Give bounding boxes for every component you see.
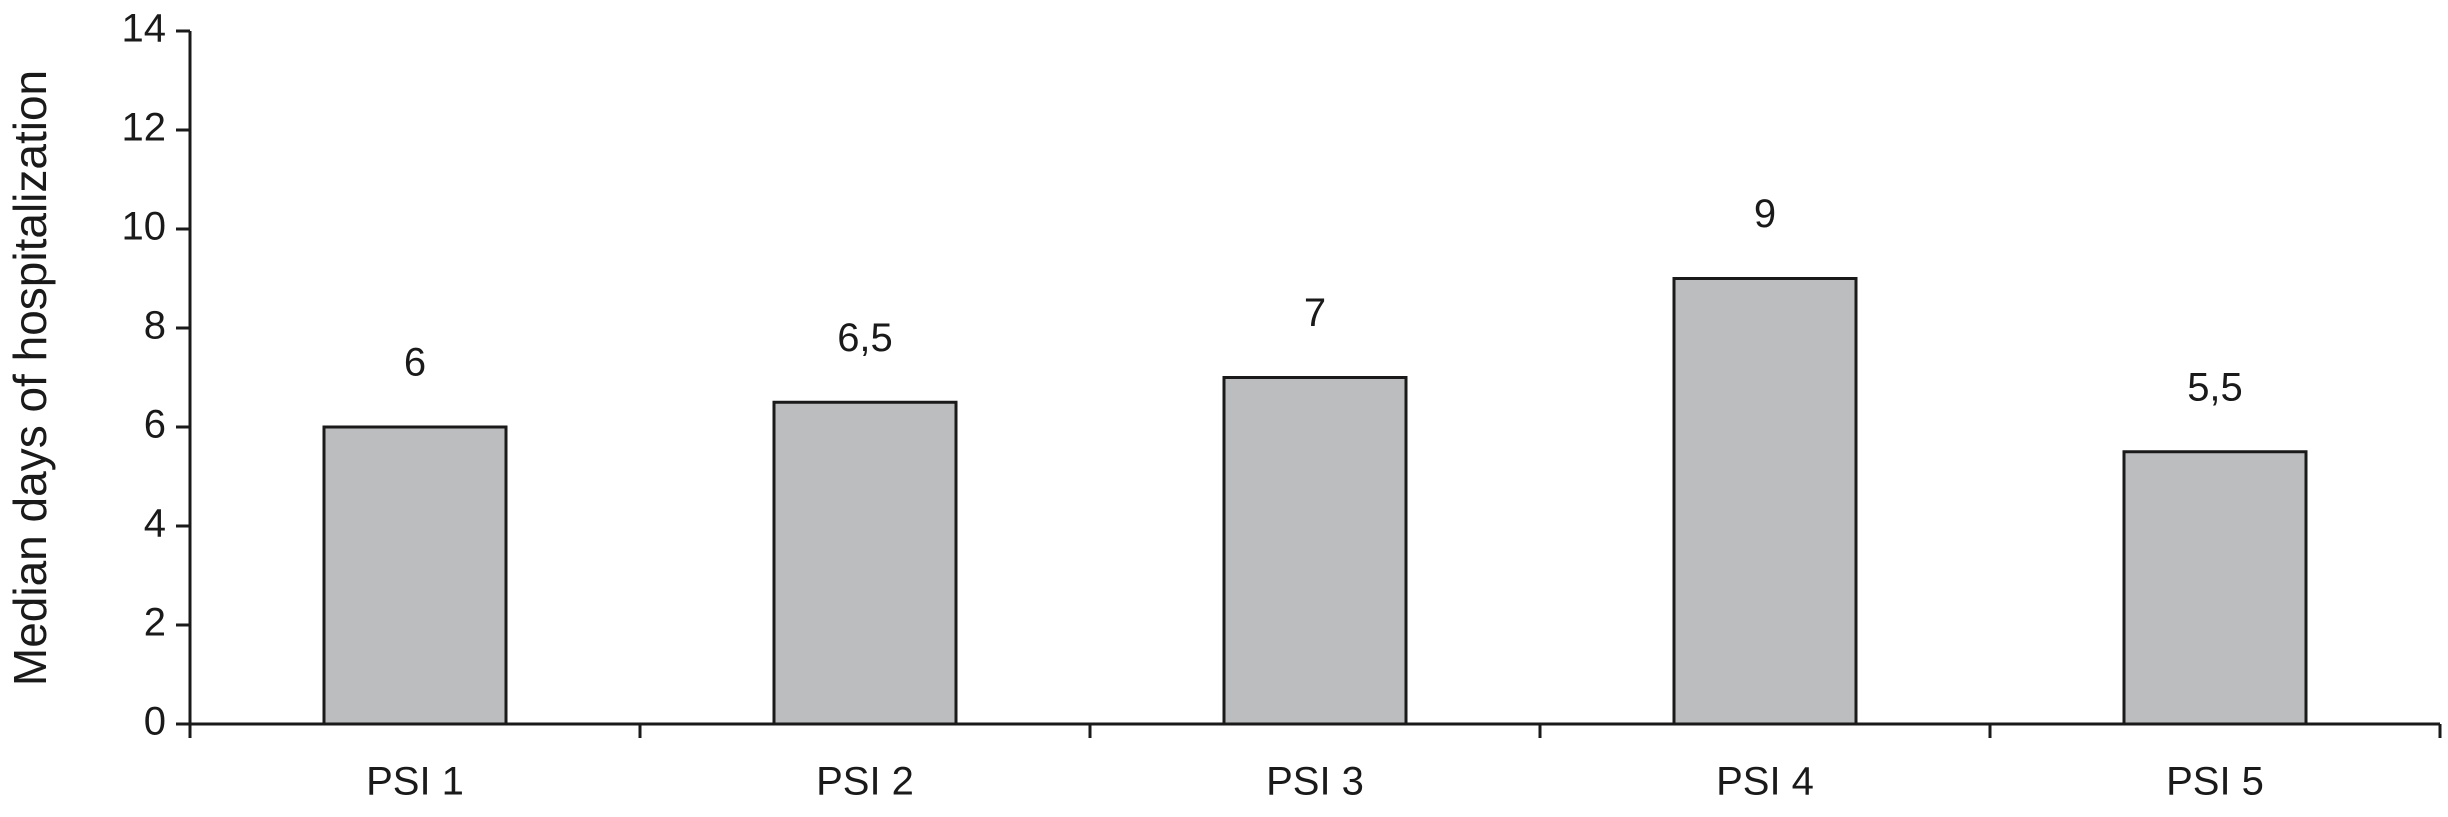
bar xyxy=(2122,450,2308,726)
y-tick-label: 2 xyxy=(144,601,166,645)
value-label: 9 xyxy=(1754,192,1776,236)
x-tick-label: PSI 3 xyxy=(1266,760,1364,804)
bar xyxy=(1222,376,1408,726)
y-tick-label: 14 xyxy=(122,7,167,51)
y-tick-label: 6 xyxy=(144,403,166,447)
y-tick-label: 4 xyxy=(144,502,166,546)
bar xyxy=(1672,277,1858,726)
x-tick-label: PSI 5 xyxy=(2166,760,2264,804)
value-label: 7 xyxy=(1304,291,1326,335)
y-tick-label: 10 xyxy=(122,205,167,249)
y-tick-label: 8 xyxy=(144,304,166,348)
y-tick-label: 12 xyxy=(122,106,167,150)
value-label: 5,5 xyxy=(2187,365,2243,409)
bar xyxy=(322,425,508,726)
x-tick-label: PSI 1 xyxy=(366,760,464,804)
bar xyxy=(772,400,958,726)
y-tick-label: 0 xyxy=(144,700,166,744)
x-tick-label: PSI 4 xyxy=(1716,760,1814,804)
y-axis-label: Median days of hospitalization xyxy=(4,70,56,686)
value-label: 6 xyxy=(404,341,426,385)
x-tick-label: PSI 2 xyxy=(816,760,914,804)
value-label: 6,5 xyxy=(837,316,893,360)
